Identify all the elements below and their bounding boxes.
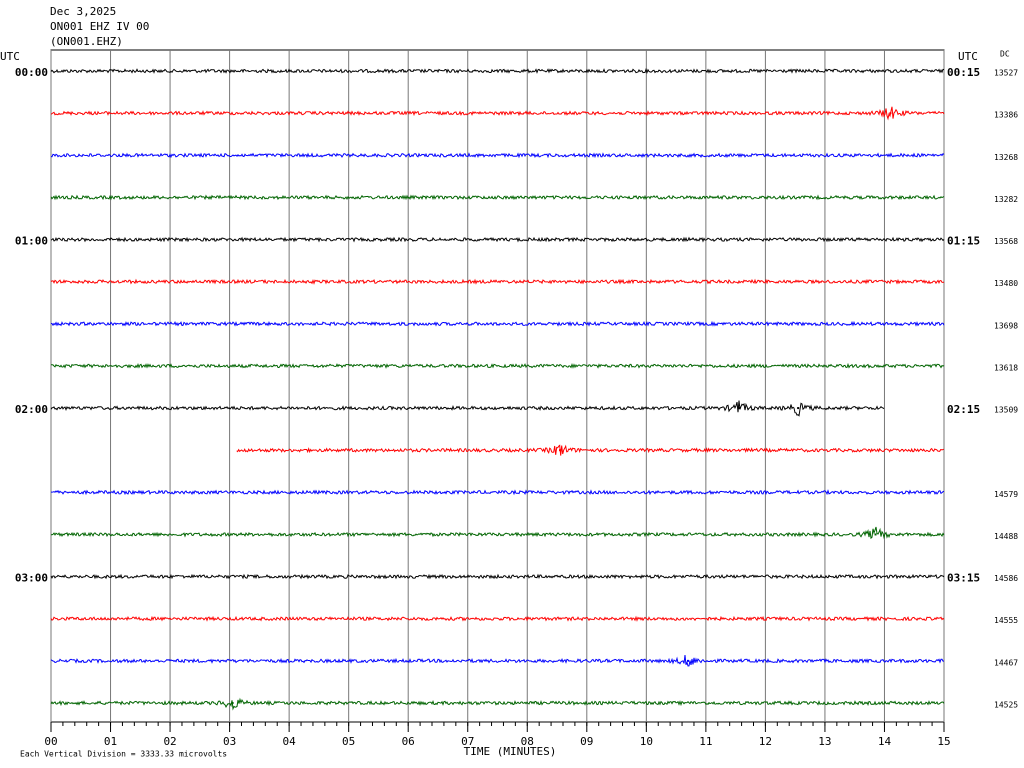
left-time-label: 00:00: [15, 66, 48, 79]
x-tick-label: 09: [580, 735, 593, 748]
trace: [50, 362, 945, 369]
trace: [50, 573, 945, 580]
x-tick-label: 05: [342, 735, 355, 748]
trace: [50, 236, 945, 243]
x-tick-label: 10: [640, 735, 653, 748]
left-axis-label: UTC: [0, 50, 20, 63]
trace: [50, 106, 945, 121]
right-time-label: 03:15: [947, 572, 980, 585]
footer-note: Each Vertical Division = 3333.33 microvo…: [20, 750, 227, 759]
left-time-label: 01:00: [15, 235, 48, 248]
dc-value: 13698: [994, 321, 1018, 330]
dc-value: 13268: [994, 153, 1018, 162]
x-tick-label: 15: [937, 735, 950, 748]
station: (ON001.EHZ): [50, 35, 123, 48]
trace: [50, 194, 945, 201]
trace: [50, 278, 945, 285]
x-tick-label: 11: [699, 735, 712, 748]
trace: [50, 654, 944, 667]
x-tick-label: 13: [818, 735, 831, 748]
x-tick-label: 07: [461, 735, 474, 748]
dc-value: 14525: [994, 701, 1018, 710]
x-tick-label: 12: [759, 735, 772, 748]
dc-value: 13568: [994, 237, 1018, 246]
dc-value: 14488: [994, 532, 1018, 541]
trace: [236, 444, 944, 456]
dc-label: DC: [1000, 50, 1010, 59]
x-tick-label: 01: [104, 735, 117, 748]
right-time-label: 00:15: [947, 66, 980, 79]
dc-value: 13527: [994, 69, 1018, 78]
right-time-label: 01:15: [947, 235, 980, 248]
trace: [50, 320, 945, 327]
x-tick-label: 00: [44, 735, 57, 748]
dc-value: 14579: [994, 490, 1018, 499]
trace: [50, 615, 945, 622]
x-tick-label: 02: [163, 735, 176, 748]
x-tick-label: 08: [521, 735, 534, 748]
dc-value: 13480: [994, 279, 1018, 288]
x-tick-label: 03: [223, 735, 236, 748]
x-tick-label: 14: [878, 735, 892, 748]
title: Dec 3,2025: [50, 5, 116, 18]
x-tick-label: 06: [402, 735, 415, 748]
right-axis-label: UTC: [958, 50, 978, 63]
dc-value: 13618: [994, 363, 1018, 372]
dc-value: 13282: [994, 195, 1018, 204]
trace: [50, 697, 945, 711]
dc-value: 14467: [994, 658, 1018, 667]
left-time-label: 02:00: [15, 403, 48, 416]
trace: [51, 489, 945, 496]
dc-value: 13509: [994, 406, 1018, 415]
trace: [50, 526, 945, 540]
x-axis-label: TIME (MINUTES): [464, 745, 557, 758]
dc-value: 14555: [994, 616, 1018, 625]
dc-value: 14586: [994, 574, 1018, 583]
trace: [50, 67, 945, 75]
subtitle: ON001 EHZ IV 00: [50, 20, 149, 33]
left-time-label: 03:00: [15, 572, 48, 585]
trace: [50, 152, 945, 159]
trace: [50, 400, 885, 417]
right-time-label: 02:15: [947, 403, 980, 416]
dc-value: 13386: [994, 111, 1018, 120]
x-tick-label: 04: [283, 735, 297, 748]
